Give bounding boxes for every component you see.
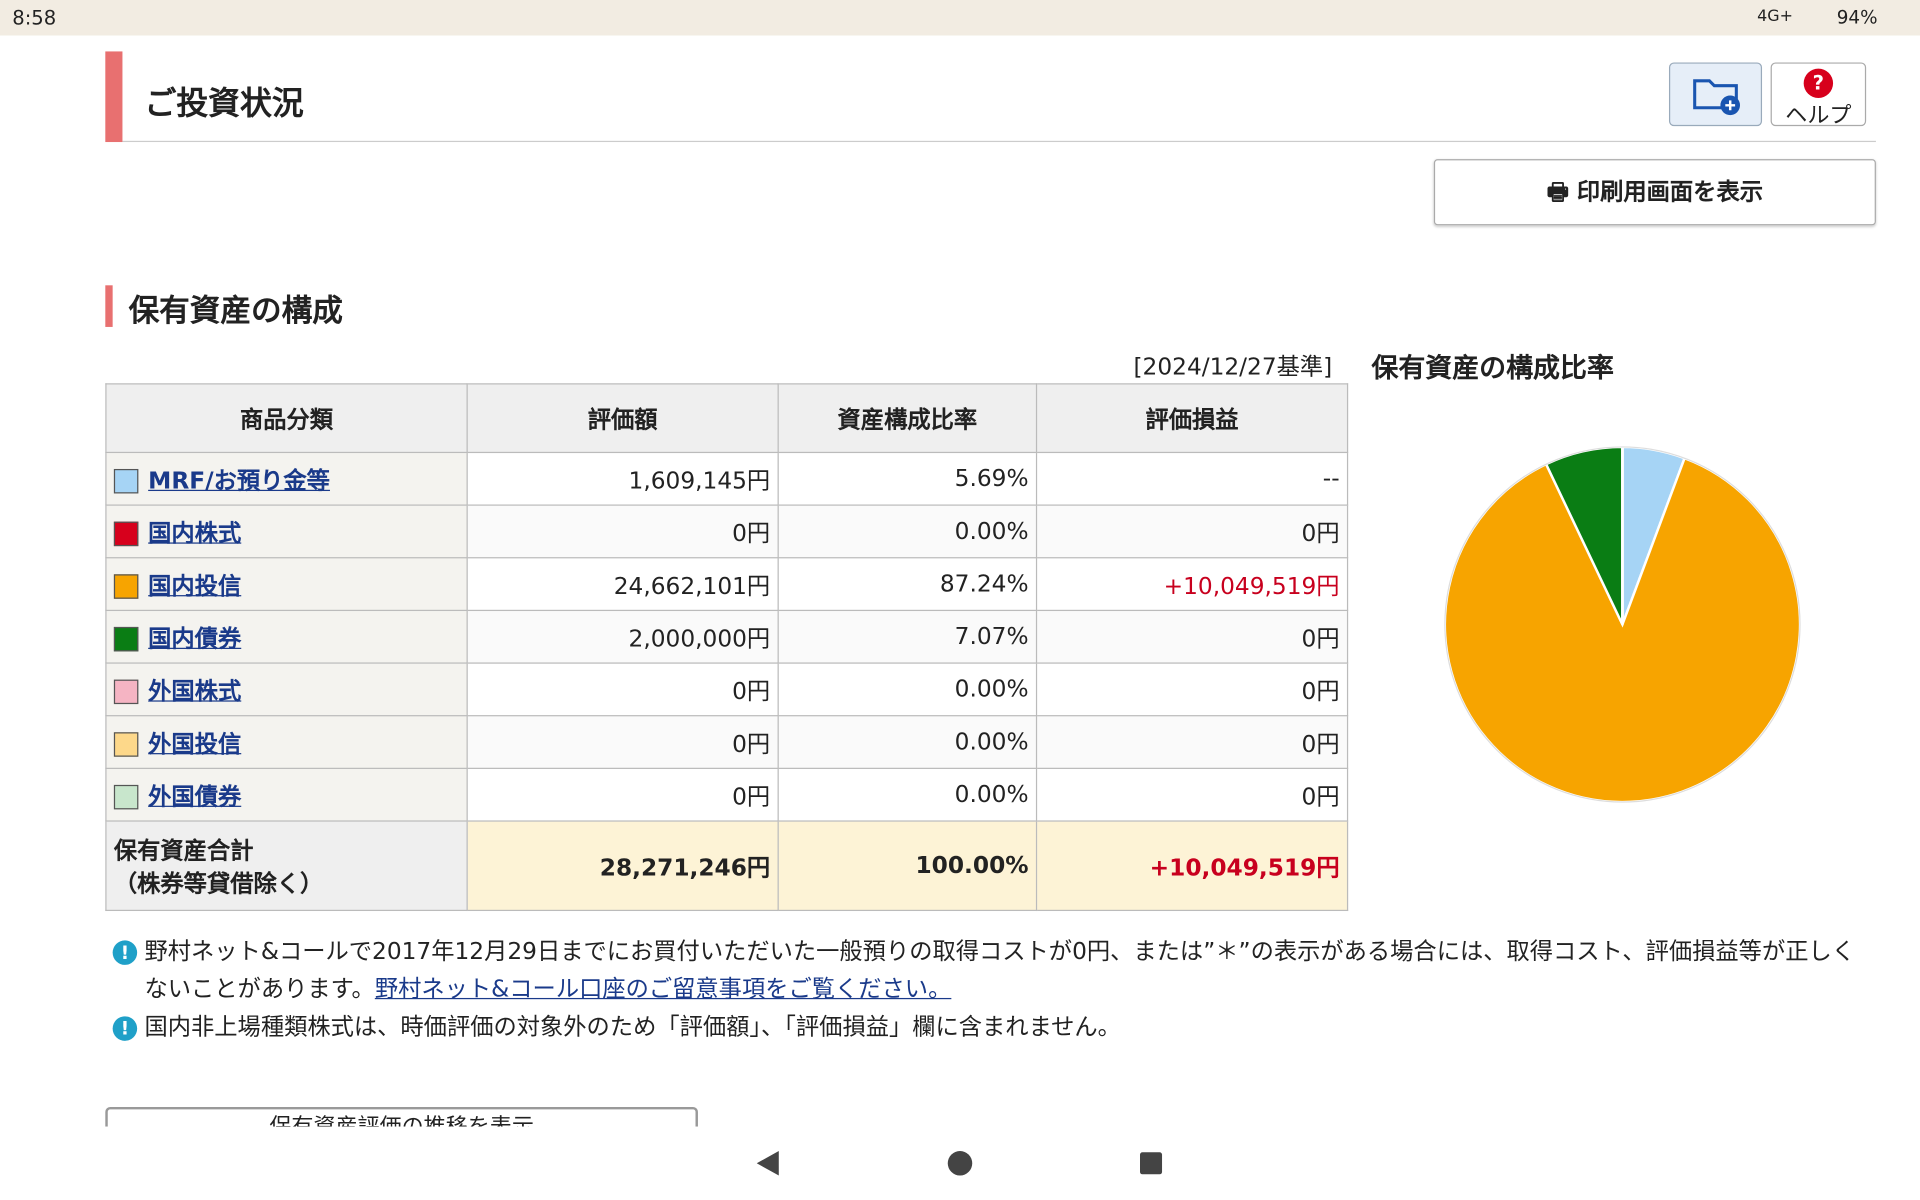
category-link[interactable]: 国内投信 [148,572,242,600]
value-cell: +10,049,519円 [1035,557,1349,612]
category-cell: 国内株式 [105,504,468,559]
network: 4G+ [1757,7,1793,26]
category-link[interactable]: 外国投信 [148,730,242,758]
column-header: 評価損益 [1035,383,1349,454]
category-link[interactable]: 外国株式 [148,677,242,705]
header-row: 商品分類 評価額 資産構成比率 評価損益 [105,383,1349,454]
chart-title: 保有資産の構成比率 [1371,353,1614,385]
date: [2024/12/27基準] [1133,353,1333,381]
value-cell: -- [1035,451,1349,506]
nav-icons [756,1151,1163,1176]
category-cell: 国内債券 [105,609,468,664]
section-bar [105,285,113,327]
value-cell: 0円 [466,662,779,717]
color-swatch [113,679,139,705]
pie-chart [1443,445,1802,804]
table-row: 外国投信 0円 0.00% 0円 [105,715,1349,769]
value-cell: 0.00% [777,662,1038,717]
value-cell: 0円 [466,504,779,559]
value-cell: 0.00% [777,715,1038,769]
value-cell: 0円 [1035,715,1349,769]
table-row: 国内株式 0円 0.00% 0円 [105,504,1349,559]
battery: 94% [1836,6,1878,29]
total-row: 保有資産合計 （株券等貸借除く） 28,271,246円 100.00% +10,049… [105,820,1349,912]
table-row: 国内投信 24,662,101円 87.24% +10,049,519円 [105,557,1349,612]
help-label: ヘルプ [1785,102,1852,129]
category-link[interactable]: 国内株式 [148,519,242,547]
total-pl: +10,049,519円 [1035,820,1349,912]
note-icon: ! [112,1016,138,1041]
value-cell: 1,609,145円 [466,451,779,506]
total-label: （株券等貸借除く） [113,870,324,898]
help-icon: ? [1803,68,1834,98]
folder-button[interactable] [1668,62,1763,127]
table-body: MRF/お預り金等 1,609,145円 5.69% -- 国内株式 0円 0.00% 0円国… [105,451,1349,912]
color-swatch [113,521,139,547]
value-cell: 7.07% [777,609,1038,664]
column-header: 評価額 [466,383,779,454]
category-cell: 外国株式 [105,662,468,717]
note-icon: ! [112,940,138,965]
nav-bar [0,1126,1920,1200]
category-cell: 国内投信 [105,557,468,612]
total-value: 28,271,246円 [466,820,779,912]
section-title: 保有資産の構成 [128,292,343,329]
value-cell: 0円 [466,767,779,822]
color-swatch [113,732,139,757]
category-link[interactable]: MRF/お預り金等 [148,467,330,495]
help-button[interactable]: ? ヘルプ [1770,62,1867,129]
column-header: 商品分類 [105,383,468,454]
print-button[interactable]: 🖶 印刷用画面を表示 [1433,159,1876,226]
value-cell: 0円 [1035,767,1349,822]
value-cell: 0円 [1035,609,1349,664]
value-cell: 5.69% [777,451,1038,506]
time: 8:58 [12,6,57,30]
color-swatch [113,574,139,599]
status-bar: 8:58 4G+ 94% [0,0,1920,36]
color-swatch [113,784,139,810]
title-bar [105,51,123,143]
folder-icon [1693,79,1741,116]
value-cell: 0円 [466,715,779,769]
note-text: 野村ネット&コールで2017年12月29日までにお買付いただいた一般預りの取得コ… [144,937,1856,1003]
note: ! 国内非上場種類株式は、時価評価の対象外のため「評価額」、「評価損益」欄に含まれ… [112,1009,1876,1047]
note: ! 野村ネット&コールで2017年12月29日までにお買付いただいた一般預りの取得… [112,933,1876,1009]
total-label: 保有資産合計 [113,837,254,865]
color-swatch [113,468,139,494]
value-cell: 2,000,000円 [466,609,779,664]
divider [122,140,1876,143]
value-cell: 87.24% [777,557,1038,612]
value-cell: 0.00% [777,767,1038,822]
category-cell: MRF/お預り金等 [105,451,468,506]
table-row: 外国株式 0円 0.00% 0円 [105,662,1349,717]
note-text: 国内非上場種類株式は、時価評価の対象外のため「評価額」、「評価損益」欄に含まれま… [144,1013,1121,1041]
note-link[interactable]: 野村ネット&コール口座のご留意事項をご覧ください。 [374,975,952,1003]
value-cell: 0円 [1035,504,1349,559]
page-title: ご投資状況 [144,85,304,123]
table-row: 外国債券 0円 0.00% 0円 [105,767,1349,822]
category-cell: 外国投信 [105,715,468,769]
table-row: 国内債券 2,000,000円 7.07% 0円 [105,609,1349,664]
total-ratio: 100.00% [777,820,1038,912]
table-row: MRF/お預り金等 1,609,145円 5.69% -- [105,451,1349,506]
total-label-cell: 保有資産合計 （株券等貸借除く） [105,820,468,912]
value-cell: 24,662,101円 [466,557,779,612]
value-cell: 0.00% [777,504,1038,559]
notes: ! 野村ネット&コールで2017年12月29日までにお買付いただいた一般預りの取得… [112,933,1876,1047]
category-link[interactable]: 外国債券 [148,783,242,811]
column-header: 資産構成比率 [777,383,1038,454]
pie-outline [1444,446,1801,803]
value-cell: 0円 [1035,662,1349,717]
color-swatch [113,626,139,652]
category-link[interactable]: 国内債券 [148,625,242,653]
category-cell: 外国債券 [105,767,468,822]
print-label: 印刷用画面を表示 [1576,178,1763,206]
asset-table: 商品分類 評価額 資産構成比率 評価損益 MRF/お預り金等 1,609,145円 5.6… [105,383,1349,912]
